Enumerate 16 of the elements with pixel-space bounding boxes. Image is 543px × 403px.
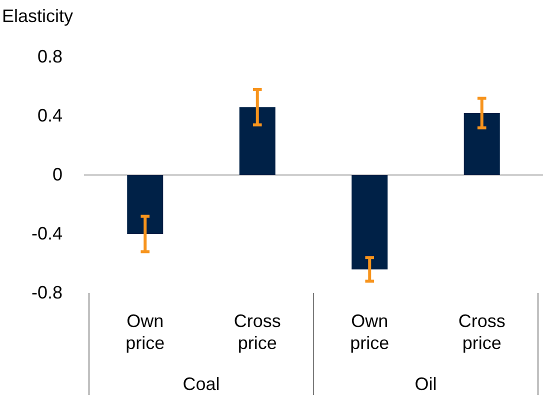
text: Coal bbox=[182, 374, 220, 394]
bar bbox=[464, 113, 500, 175]
y-tick-label: 0.4 bbox=[37, 106, 62, 126]
text: Oil bbox=[414, 374, 437, 394]
x-tick-label: Cross price bbox=[458, 311, 506, 353]
x-tick-label: Cross price bbox=[234, 311, 281, 353]
bar bbox=[352, 175, 388, 270]
y-axis-title: Elasticity bbox=[2, 6, 74, 26]
y-tick-label: -0.8 bbox=[31, 282, 62, 302]
x-tick-label: Own price bbox=[350, 311, 390, 353]
bar bbox=[239, 107, 276, 175]
y-tick-label: 0 bbox=[52, 164, 62, 184]
bar bbox=[127, 175, 164, 234]
y-tick-label: 0.8 bbox=[37, 46, 62, 66]
x-tick-label: Own price bbox=[126, 311, 165, 353]
y-tick-label: -0.4 bbox=[31, 224, 62, 244]
